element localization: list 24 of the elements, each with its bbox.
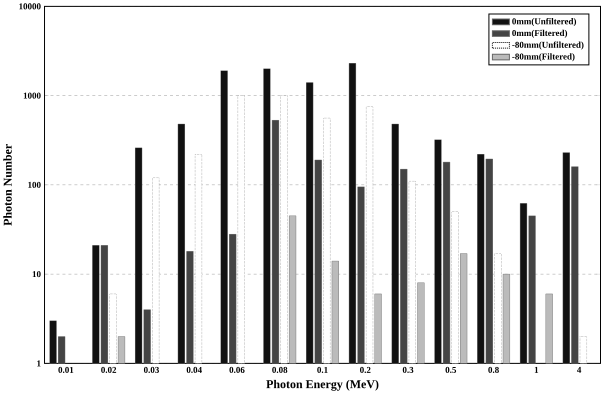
x-tick-label: 0.8	[488, 366, 499, 373]
x-tick-label: 0.03	[144, 366, 159, 373]
y-tick-label: 1000	[24, 92, 41, 99]
legend-label: -80mm(Unfiltered)	[512, 41, 584, 50]
y-tick-label: 100	[28, 182, 41, 188]
x-tick-label: 0.3	[402, 366, 414, 373]
y-axis-title: Photon Number	[3, 144, 12, 226]
y-tick-label: 1	[37, 360, 41, 366]
legend-label: 0mm(Filtered)	[512, 30, 568, 38]
y-tick-label: 10	[32, 271, 41, 278]
x-tick-label: 0.5	[446, 366, 456, 373]
x-tick-label: 0.01	[58, 366, 74, 373]
x-tick-label: 0.2	[360, 366, 370, 373]
x-tick-label: 0.04	[186, 366, 202, 373]
x-tick-label: 0.1	[317, 366, 328, 373]
legend-label: -80mm(Filtered)	[512, 53, 575, 62]
x-tick-label: 1	[534, 366, 538, 373]
x-tick-label: 0.02	[101, 366, 116, 373]
x-tick-label: 0.06	[229, 366, 245, 373]
legend-label: 0mm(Unfiltered)	[512, 18, 576, 26]
x-tick-label: 4	[577, 366, 582, 373]
x-axis-title: Photon Energy (MeV)	[266, 380, 378, 391]
y-tick-label: 10000	[19, 3, 41, 10]
x-tick-label: 0.08	[272, 366, 288, 373]
